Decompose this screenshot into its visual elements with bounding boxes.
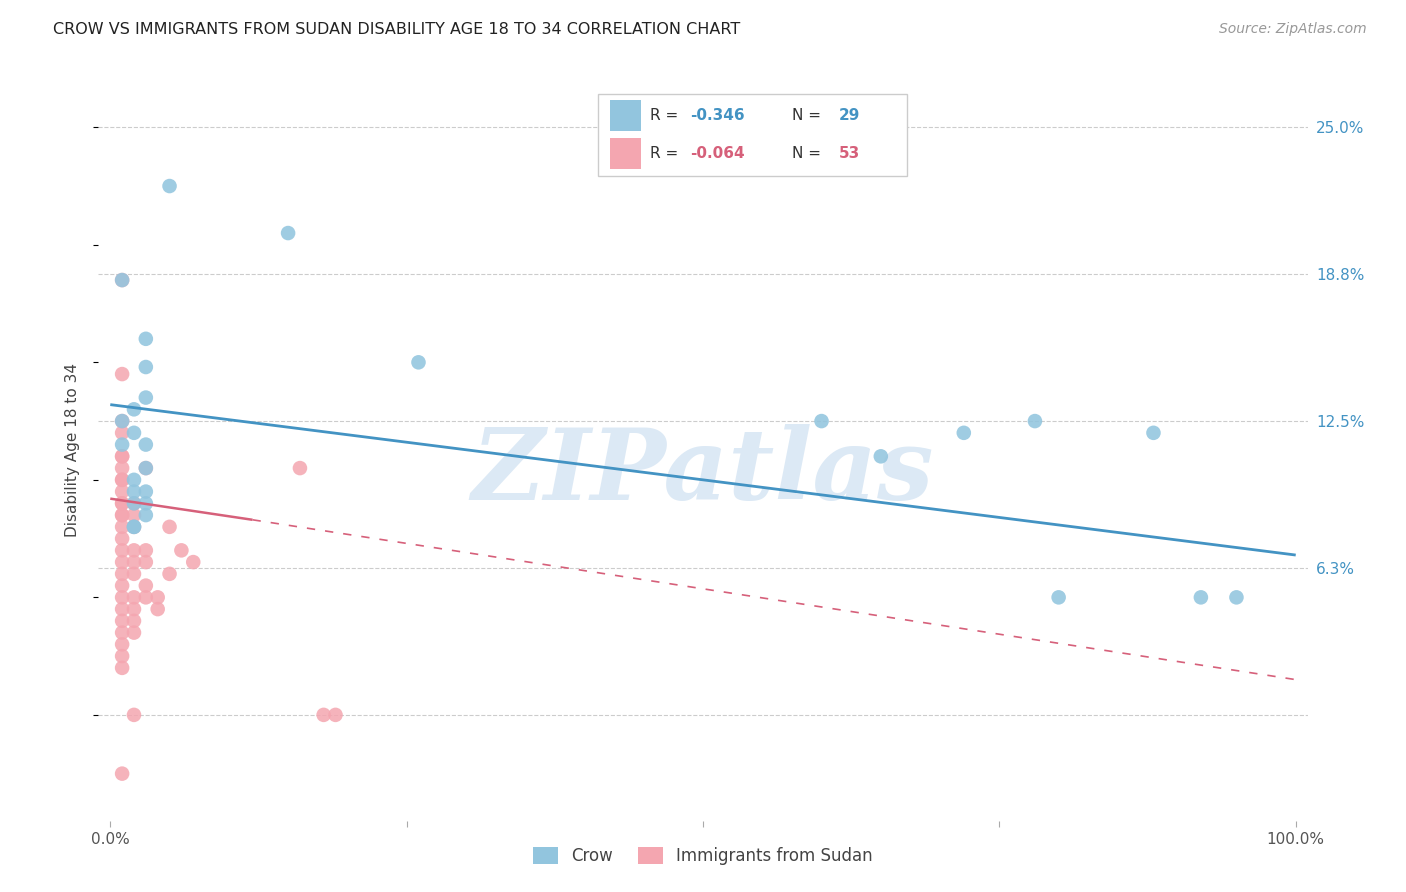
Point [146,591,169,605]
Text: 53: 53 [839,146,860,161]
Point [122,625,145,640]
Point [135,461,157,475]
Text: CROW VS IMMIGRANTS FROM SUDAN DISABILITY AGE 18 TO 34 CORRELATION CHART: CROW VS IMMIGRANTS FROM SUDAN DISABILITY… [53,22,741,37]
Point [111,602,134,616]
Point [111,591,134,605]
Point [111,414,134,428]
Point [122,520,145,534]
Point [159,520,181,534]
Point [135,555,157,569]
Text: ZIPatlas: ZIPatlas [472,425,934,521]
Point [122,508,145,522]
Point [122,591,145,605]
Text: R =: R = [650,146,683,161]
Point [408,355,430,369]
Point [135,591,157,605]
Point [810,414,832,428]
Point [122,496,145,510]
Text: R =: R = [650,108,683,123]
Point [122,566,145,581]
Point [111,508,134,522]
Point [159,566,181,581]
Point [122,496,145,510]
Point [122,543,145,558]
Point [288,461,311,475]
Point [277,226,299,240]
Point [122,402,145,417]
Y-axis label: Disability Age 18 to 34: Disability Age 18 to 34 [65,363,80,538]
Point [111,496,134,510]
Point [122,555,145,569]
Text: N =: N = [793,108,827,123]
Point [146,602,169,616]
Point [122,425,145,440]
Point [1142,425,1164,440]
Point [111,473,134,487]
Point [135,579,157,593]
Point [159,179,181,194]
FancyBboxPatch shape [610,100,641,131]
Point [122,614,145,628]
Point [111,367,134,381]
Point [135,359,157,374]
Point [111,661,134,675]
Point [1189,591,1212,605]
Text: -0.064: -0.064 [690,146,745,161]
Text: -0.346: -0.346 [690,108,745,123]
Point [111,450,134,464]
Point [135,484,157,499]
Point [181,555,204,569]
Point [111,414,134,428]
Point [111,566,134,581]
Point [122,602,145,616]
Point [122,707,145,722]
Point [111,450,134,464]
Text: N =: N = [793,146,827,161]
Point [135,461,157,475]
Point [869,450,891,464]
Point [111,496,134,510]
Point [135,437,157,451]
Point [111,520,134,534]
Point [111,555,134,569]
Point [111,508,134,522]
FancyBboxPatch shape [598,94,907,176]
Point [170,543,193,558]
FancyBboxPatch shape [610,138,641,169]
Point [111,637,134,651]
Point [135,391,157,405]
Point [135,543,157,558]
Point [111,484,134,499]
Point [111,579,134,593]
Point [1225,591,1247,605]
Point [111,625,134,640]
Point [111,273,134,287]
Point [312,707,335,722]
Point [111,543,134,558]
Point [111,273,134,287]
Point [111,425,134,440]
Point [952,425,974,440]
Text: Source: ZipAtlas.com: Source: ZipAtlas.com [1219,22,1367,37]
Point [1047,591,1070,605]
Point [111,473,134,487]
Point [325,707,347,722]
Point [111,461,134,475]
Point [111,532,134,546]
Point [1024,414,1046,428]
Point [111,649,134,664]
Legend: Crow, Immigrants from Sudan: Crow, Immigrants from Sudan [526,840,880,871]
Point [122,484,145,499]
Point [122,473,145,487]
Point [135,332,157,346]
Point [135,496,157,510]
Text: 29: 29 [839,108,860,123]
Point [111,437,134,451]
Point [135,508,157,522]
Point [111,766,134,780]
Point [122,520,145,534]
Point [111,614,134,628]
Point [122,520,145,534]
